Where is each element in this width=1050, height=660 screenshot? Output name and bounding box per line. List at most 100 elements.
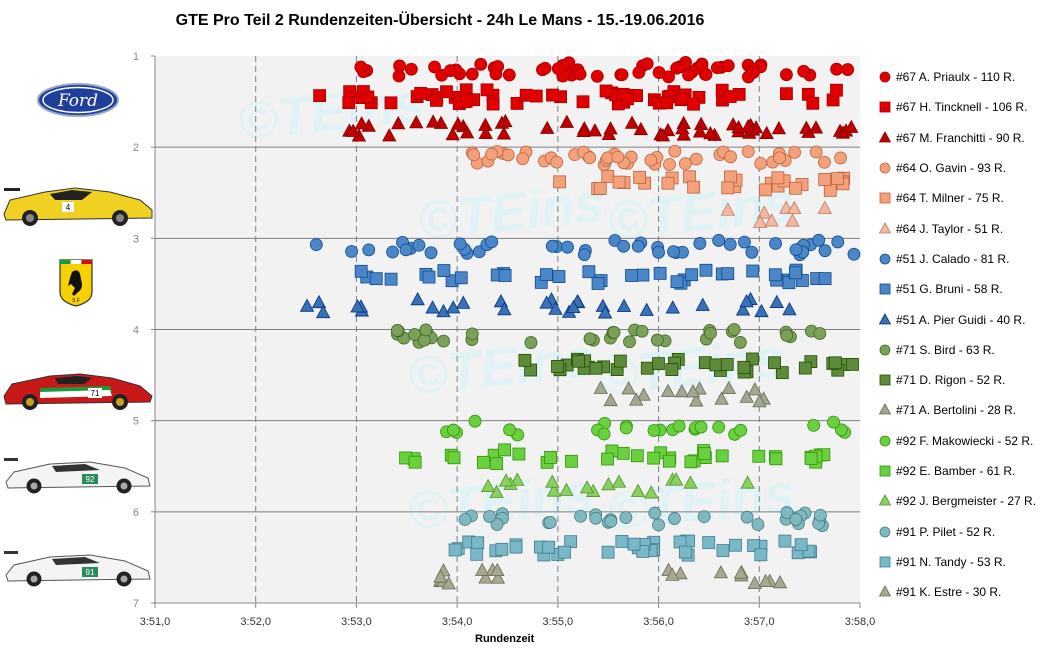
legend-item: #91 P. Pilet - 52 R. (878, 516, 1048, 546)
legend-marker (879, 344, 891, 356)
data-point (740, 118, 756, 133)
data-point (390, 324, 404, 337)
data-point (408, 328, 421, 341)
data-point (724, 150, 737, 164)
data-point (724, 170, 737, 184)
legend-marker (879, 526, 891, 537)
data-point (715, 449, 729, 463)
data-point (545, 474, 560, 488)
data-point (780, 68, 793, 82)
legend-item: #64 O. Gavin - 93 R. (878, 153, 1048, 183)
data-point (672, 419, 686, 433)
legend-item: #64 J. Taylor - 51 R. (878, 213, 1048, 243)
data-point (683, 475, 698, 489)
data-point (414, 86, 428, 100)
data-point (633, 170, 646, 184)
data-point (361, 90, 375, 104)
legend-marker-icon (878, 585, 892, 597)
data-point (309, 238, 323, 252)
y-tick-label: 2 (133, 142, 139, 154)
legend-label: #92 E. Bamber - 61 R. (896, 464, 1016, 478)
data-point (480, 478, 496, 493)
data-point (764, 213, 779, 227)
data-point (716, 544, 730, 557)
data-point (830, 172, 844, 186)
data-point (437, 264, 451, 277)
legend-label: #51 G. Bruni - 58 R. (896, 282, 1003, 297)
data-point (601, 452, 614, 466)
data-point (757, 205, 772, 219)
data-point (692, 124, 708, 138)
data-point (490, 570, 506, 584)
data-point (313, 89, 327, 103)
data-point (544, 451, 558, 464)
data-point (490, 457, 504, 471)
data-point (652, 518, 665, 532)
data-point (382, 128, 397, 142)
legend: #67 A. Priaulx - 110 R. #67 H. Tincknell … (878, 62, 1048, 607)
ford-logo-text: Ford (57, 91, 98, 111)
y-tick-label: 3 (133, 233, 139, 245)
data-point (369, 272, 383, 286)
legend-marker-icon (878, 494, 892, 506)
data-point (662, 454, 676, 468)
data-point (798, 361, 812, 375)
data-point (674, 383, 690, 398)
legend-label: #67 H. Tincknell - 106 R. (896, 100, 1028, 115)
data-point (433, 569, 448, 583)
data-point (478, 117, 493, 131)
data-point (548, 301, 563, 315)
data-point (775, 366, 789, 380)
data-point (789, 513, 803, 526)
data-point (430, 94, 443, 107)
data-point (694, 420, 708, 434)
data-point (436, 303, 451, 318)
data-point (540, 268, 553, 282)
data-point (818, 155, 831, 169)
data-point (632, 66, 646, 79)
data-point (771, 171, 785, 185)
data-point (546, 88, 559, 102)
data-point (539, 295, 554, 309)
data-point (702, 536, 716, 549)
corvette-number: 4 (66, 203, 71, 212)
data-point (807, 418, 821, 432)
data-point (354, 60, 368, 74)
data-point (720, 202, 736, 216)
data-point (619, 421, 633, 435)
x-tick-label: 3:54,0 (442, 616, 473, 628)
porsche-car-91: 91 (4, 551, 151, 587)
legend-marker (879, 102, 891, 113)
legend-item: #91 K. Estre - 30 R. (878, 577, 1048, 607)
data-point (616, 298, 632, 312)
data-point (818, 272, 832, 286)
data-point (601, 476, 616, 491)
data-point (788, 145, 802, 159)
porsche-92-number: 92 (86, 475, 95, 484)
data-point (616, 446, 630, 460)
data-point (644, 485, 659, 499)
data-point (653, 266, 667, 280)
data-point (483, 510, 496, 523)
y-tick-label: 4 (133, 325, 139, 337)
data-point (663, 158, 676, 171)
data-point (797, 64, 811, 78)
ford-logo: Ford (37, 83, 119, 117)
series-1 (313, 83, 843, 111)
data-point (841, 63, 855, 76)
data-point (311, 294, 327, 309)
data-point (615, 68, 629, 82)
data-point (660, 96, 674, 110)
data-point (697, 510, 711, 524)
data-point (739, 293, 754, 308)
data-point (639, 302, 654, 316)
data-point (607, 326, 621, 339)
data-point (684, 455, 698, 469)
legend-marker (879, 465, 891, 477)
data-point (758, 573, 773, 587)
legend-label: #71 S. Bird - 63 R. (896, 342, 995, 357)
data-point (587, 123, 603, 137)
data-point (552, 270, 566, 283)
legend-label: #71 D. Rigon - 52 R. (896, 373, 1006, 388)
legend-marker (878, 221, 892, 234)
